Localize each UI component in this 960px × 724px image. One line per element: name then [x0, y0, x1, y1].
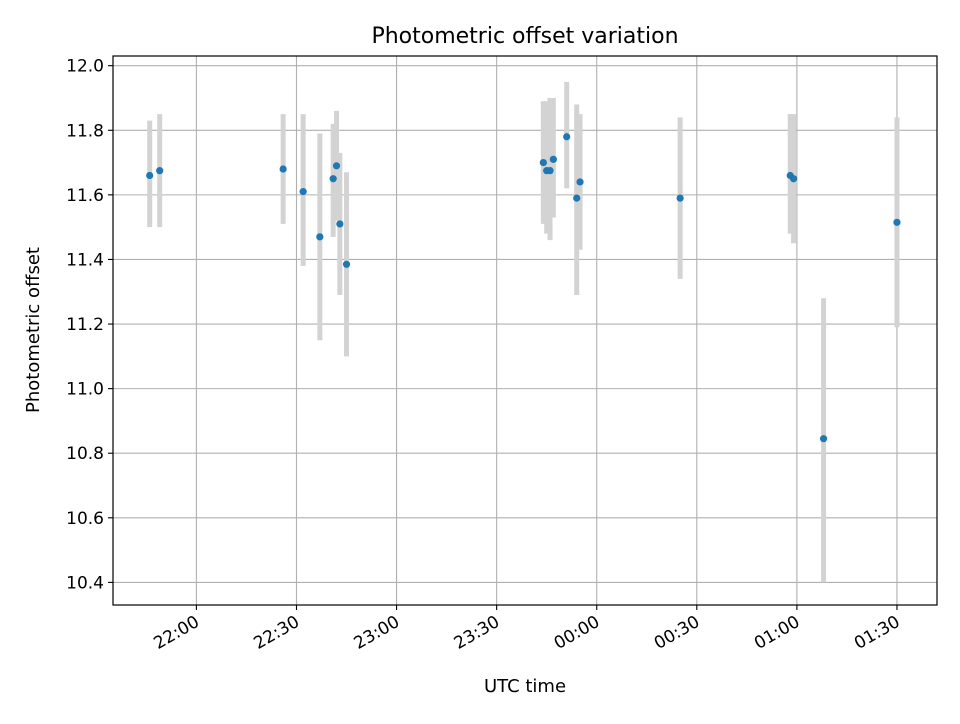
- y-tick-label: 11.0: [66, 380, 104, 400]
- data-points: [146, 133, 901, 443]
- y-tick-label: 10.6: [66, 509, 104, 529]
- data-point: [563, 133, 571, 141]
- y-tick-label: 11.2: [66, 315, 104, 335]
- chart-title: Photometric offset variation: [371, 24, 678, 49]
- y-tick-label: 11.6: [66, 186, 104, 206]
- data-point: [549, 155, 557, 163]
- y-tick-label: 11.4: [66, 250, 104, 270]
- data-point: [156, 167, 164, 175]
- y-tick-label: 11.8: [66, 121, 104, 141]
- x-axis-label: UTC time: [484, 676, 566, 697]
- grid-lines: [113, 56, 937, 605]
- y-axis-ticks: 10.4 10.6 10.8 11.0 11.2 11.4 11.6 11.8 12.0: [66, 57, 113, 593]
- data-point: [332, 162, 341, 170]
- data-point: [893, 218, 901, 226]
- data-point: [299, 188, 307, 196]
- data-point: [279, 165, 287, 173]
- data-point: [576, 178, 584, 186]
- data-point: [676, 194, 684, 202]
- data-point: [316, 233, 324, 241]
- data-point: [342, 260, 351, 268]
- data-point: [573, 194, 581, 202]
- y-axis-label: Photometric offset: [23, 247, 44, 413]
- y-tick-label: 10.4: [66, 573, 104, 593]
- y-tick-label: 12.0: [66, 57, 104, 77]
- y-tick-label: 10.8: [66, 444, 104, 464]
- data-point: [546, 167, 554, 175]
- data-point: [819, 435, 828, 443]
- data-point: [146, 171, 154, 180]
- data-point: [539, 158, 547, 167]
- data-point: [329, 175, 337, 183]
- plot-frame: [112, 55, 938, 606]
- data-point: [336, 220, 344, 228]
- data-point: [789, 175, 798, 183]
